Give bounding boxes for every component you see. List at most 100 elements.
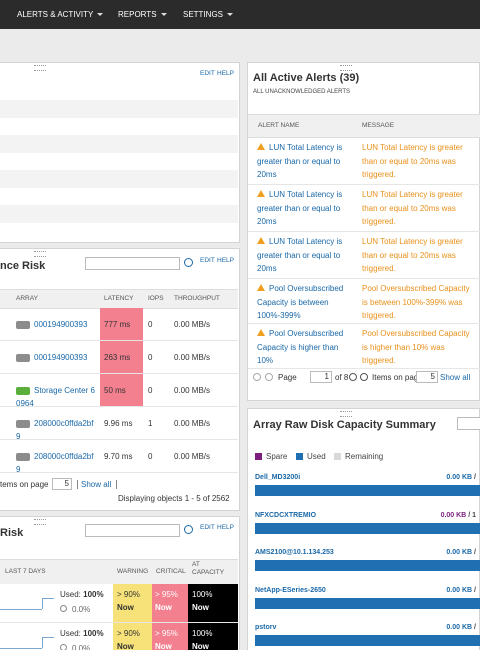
alert-name-link[interactable]: LUN Total Latency is greater than or equ…: [257, 190, 343, 226]
warning-icon: [257, 237, 265, 244]
alert-message: Pool Oversubscribed Capacity is higher t…: [362, 329, 470, 365]
latency: 50 ms: [104, 386, 126, 395]
warning-threshold: > 90%: [117, 629, 140, 638]
amount-tail: /: [474, 474, 476, 481]
used-text: Used: 100%: [60, 629, 104, 638]
array-name[interactable]: Dell_MD3200i: [255, 474, 301, 481]
table-row: [0, 100, 238, 118]
latency: 263 ms: [104, 353, 131, 362]
panel-title: All Active Alerts (39): [253, 72, 360, 84]
warning-cell: [113, 584, 152, 622]
nav-item[interactable]: REPORTS: [118, 10, 157, 19]
drag-handle: [34, 519, 46, 525]
search-icon: [184, 258, 193, 267]
warning-when: Now: [117, 642, 134, 650]
page-size-input[interactable]: 5: [52, 478, 72, 490]
items-label: Items on page: [372, 373, 423, 382]
pager-prev: [265, 373, 273, 381]
column-header: AT CAPACITY: [192, 561, 225, 576]
row-divider: [0, 406, 238, 407]
alert-name-link[interactable]: LUN Total Latency is greater than or equ…: [257, 237, 343, 273]
change: 0.0%: [72, 644, 91, 650]
page-input[interactable]: 1: [310, 371, 332, 383]
sparkline-flat: [0, 648, 42, 649]
sparkline-top: [42, 637, 54, 638]
legend-swatch: [296, 453, 303, 460]
latency: 777 ms: [104, 320, 131, 329]
array-cell: 208000c0ffda2bf9: [16, 450, 96, 476]
amount-tail: /: [474, 624, 476, 631]
alert-message: Pool Oversubscribed Capacity is between …: [362, 284, 470, 320]
row-divider: [0, 472, 238, 473]
change: 0.0%: [72, 605, 91, 614]
iops: 0: [148, 386, 153, 395]
edit-link[interactable]: EDIT: [200, 70, 215, 77]
row-divider: [248, 184, 480, 185]
table-row: [0, 153, 238, 171]
pager-next: [349, 373, 357, 381]
search-box[interactable]: [85, 257, 180, 270]
throughput: 0.00 MB/s: [174, 353, 211, 362]
show-all-link[interactable]: Show all: [440, 373, 471, 382]
warning-icon: [257, 329, 265, 336]
used-text: Used: 100%: [60, 590, 104, 599]
amount-tail: / 1: [468, 511, 476, 519]
page-size-input[interactable]: 5: [416, 371, 438, 383]
array-cell: Storage Center 60964: [16, 384, 96, 410]
table-row: [0, 205, 238, 223]
edit-link[interactable]: EDIT: [200, 524, 215, 531]
array-name[interactable]: pstorv: [255, 624, 277, 631]
array-link[interactable]: 208000c0ffda2bf9: [16, 452, 94, 474]
column-header: WARNING: [117, 568, 149, 575]
used-value: 100%: [83, 590, 104, 599]
capacity-when: Now: [192, 642, 209, 650]
iops: 1: [148, 419, 153, 428]
alert-name-link[interactable]: LUN Total Latency is greater than or equ…: [257, 143, 343, 179]
pager-last: [360, 373, 368, 381]
array-link[interactable]: 208000c0ffda2bf9: [16, 419, 94, 441]
trend-icon: [60, 644, 67, 650]
help-link[interactable]: HELP: [217, 257, 234, 264]
critical-threshold: > 95%: [155, 629, 178, 638]
table-row: [0, 223, 238, 241]
row-divider: [0, 373, 238, 374]
caret-icon: [161, 13, 167, 16]
separator: [77, 480, 78, 489]
separator: [116, 480, 117, 489]
throughput: 0.00 MB/s: [174, 452, 211, 461]
array-amount: 0.00 KB /: [446, 474, 476, 481]
array-name[interactable]: NFXCDCXTREMIO: [255, 511, 317, 519]
help-link[interactable]: HELP: [217, 524, 234, 531]
array-link[interactable]: 000194900393: [34, 320, 88, 329]
legend-label: Spare: [266, 452, 288, 461]
array-icon: [16, 320, 30, 329]
nav-item[interactable]: ALERTS & ACTIVITY: [17, 10, 94, 19]
panel-title: nce Risk: [0, 260, 46, 272]
amount: 0.00 KB: [446, 474, 473, 481]
show-all-link[interactable]: Show all: [81, 480, 112, 489]
nav-item[interactable]: SETTINGS: [183, 10, 224, 19]
row-divider: [0, 622, 238, 623]
search-box[interactable]: [457, 417, 480, 430]
critical-cell: [152, 623, 188, 650]
alert-name-link[interactable]: Pool Oversubscribed Capacity is between …: [257, 284, 344, 320]
edit-link[interactable]: EDIT: [200, 257, 215, 264]
alert-name-link[interactable]: Pool Oversubscribed Capacity is higher t…: [257, 329, 344, 365]
amount: 0.00 KB: [446, 586, 473, 594]
array-amount: 0.00 KB / 1: [441, 512, 476, 519]
row-divider: [0, 340, 238, 341]
array-name[interactable]: AMS2100@10.1.134.253: [255, 549, 334, 556]
alert-name-cell: Pool Oversubscribed Capacity is between …: [257, 282, 355, 323]
help-link[interactable]: HELP: [217, 70, 234, 77]
search-box[interactable]: [85, 524, 180, 537]
row-divider: [248, 323, 480, 324]
array-link[interactable]: 000194900393: [34, 353, 88, 362]
alert-name-cell: LUN Total Latency is greater than or equ…: [257, 235, 355, 276]
critical-cell: [152, 584, 188, 622]
caret-icon: [227, 13, 233, 16]
array-link[interactable]: Storage Center 60964: [16, 386, 95, 408]
array-name[interactable]: NetApp-ESeries-2650: [255, 586, 326, 594]
capacity-bar: [255, 597, 480, 609]
capacity-bar: [255, 485, 480, 496]
legend-swatch: [255, 453, 262, 460]
